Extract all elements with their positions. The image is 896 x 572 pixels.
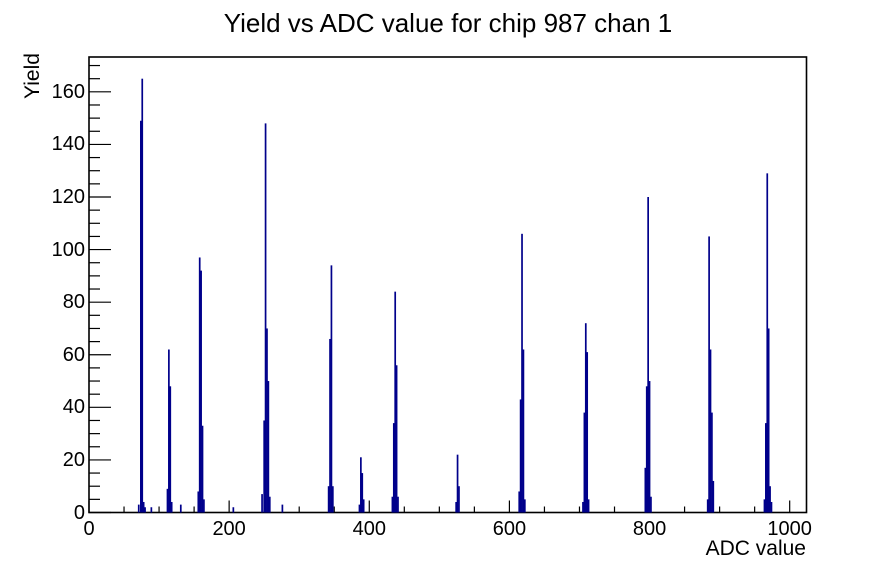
histogram-bar (360, 457, 362, 513)
histogram-bar (264, 123, 267, 513)
x-tick-label: 1000 (767, 518, 812, 540)
histogram-bar (141, 78, 144, 513)
histogram-bar (456, 454, 459, 513)
histogram-bar (708, 236, 710, 513)
histogram-bar (197, 491, 200, 513)
histogram-bar (645, 386, 648, 513)
x-tick-label: 600 (492, 518, 527, 540)
histogram-bar (391, 496, 394, 513)
histogram-bar (140, 120, 142, 513)
histogram-bar (650, 496, 652, 513)
histogram-bar (198, 257, 201, 513)
histogram-bar (361, 473, 364, 513)
histogram-bar (586, 352, 589, 513)
histogram-bar (584, 323, 587, 513)
histogram-bar (142, 501, 145, 513)
histogram-bar (329, 338, 331, 513)
x-tick-label: 400 (352, 518, 386, 540)
histogram-bar (583, 412, 586, 513)
histogram-bar (587, 499, 590, 513)
histogram-bar (281, 504, 284, 513)
histogram-bar (392, 423, 395, 513)
histogram-bar (150, 507, 153, 513)
histogram-bar (200, 270, 202, 513)
histogram-bar (521, 233, 523, 513)
histogram-bar (179, 504, 182, 513)
histogram-bar (144, 507, 146, 513)
histogram-bar (327, 486, 330, 513)
histogram-bar (458, 486, 460, 513)
histogram-bar (263, 420, 266, 513)
y-tick-label: 60 (62, 343, 85, 366)
histogram-bar (582, 501, 584, 513)
histogram-bar (395, 365, 398, 513)
y-tick-label: 0 (73, 501, 85, 524)
histogram-bar (712, 480, 715, 513)
histogram-bar (769, 486, 771, 513)
histogram-bar (644, 467, 647, 513)
histogram-bar (394, 291, 397, 513)
histogram-bar (362, 499, 365, 513)
x-tick-label: 200 (212, 518, 246, 540)
y-tick-label: 140 (51, 133, 85, 156)
histogram-bar (766, 173, 769, 513)
y-tick-label: 120 (51, 186, 85, 208)
histogram-bar (647, 197, 649, 513)
histogram-bar (331, 486, 334, 513)
histogram-bar (168, 349, 170, 513)
histogram-bar (169, 386, 172, 513)
histogram-bar (268, 496, 271, 513)
histogram-bar (267, 381, 270, 513)
y-tick-label: 40 (62, 396, 85, 419)
histogram-bar (266, 328, 268, 513)
histogram-bar (648, 381, 651, 513)
histogram-bar (170, 501, 173, 513)
x-tick-label: 0 (83, 518, 95, 540)
histogram-bar (523, 499, 526, 513)
y-tick-label: 160 (51, 80, 85, 103)
histogram-bar (518, 491, 521, 513)
histogram-bar (358, 504, 361, 513)
histogram-bar (397, 496, 399, 513)
histogram-bar (232, 507, 235, 513)
histogram-bar (522, 349, 525, 513)
histogram-bar (767, 328, 770, 513)
x-axis-title: ADC value (705, 537, 806, 560)
plot-frame (88, 56, 808, 514)
histogram-bar (709, 349, 712, 513)
histogram-bar (203, 499, 205, 513)
histogram-bar (706, 499, 709, 513)
x-tick-label: 800 (632, 518, 667, 540)
histogram-bar (770, 501, 773, 513)
y-tick-label: 80 (62, 291, 85, 314)
histogram-bar (261, 494, 263, 513)
y-tick-label: 100 (51, 238, 85, 261)
histogram-bar (137, 504, 140, 513)
histogram-bar (765, 423, 767, 513)
histogram-bar (330, 265, 333, 513)
y-tick-label: 20 (62, 448, 85, 471)
chart-title: Yield vs ADC value for chip 987 chan 1 (223, 8, 673, 38)
histogram-bar (519, 399, 522, 513)
histogram-bar (455, 501, 458, 513)
histogram-bar (201, 425, 204, 513)
histogram-bar (711, 412, 713, 513)
histogram-bar (166, 488, 169, 513)
histogram-bar (763, 499, 766, 513)
